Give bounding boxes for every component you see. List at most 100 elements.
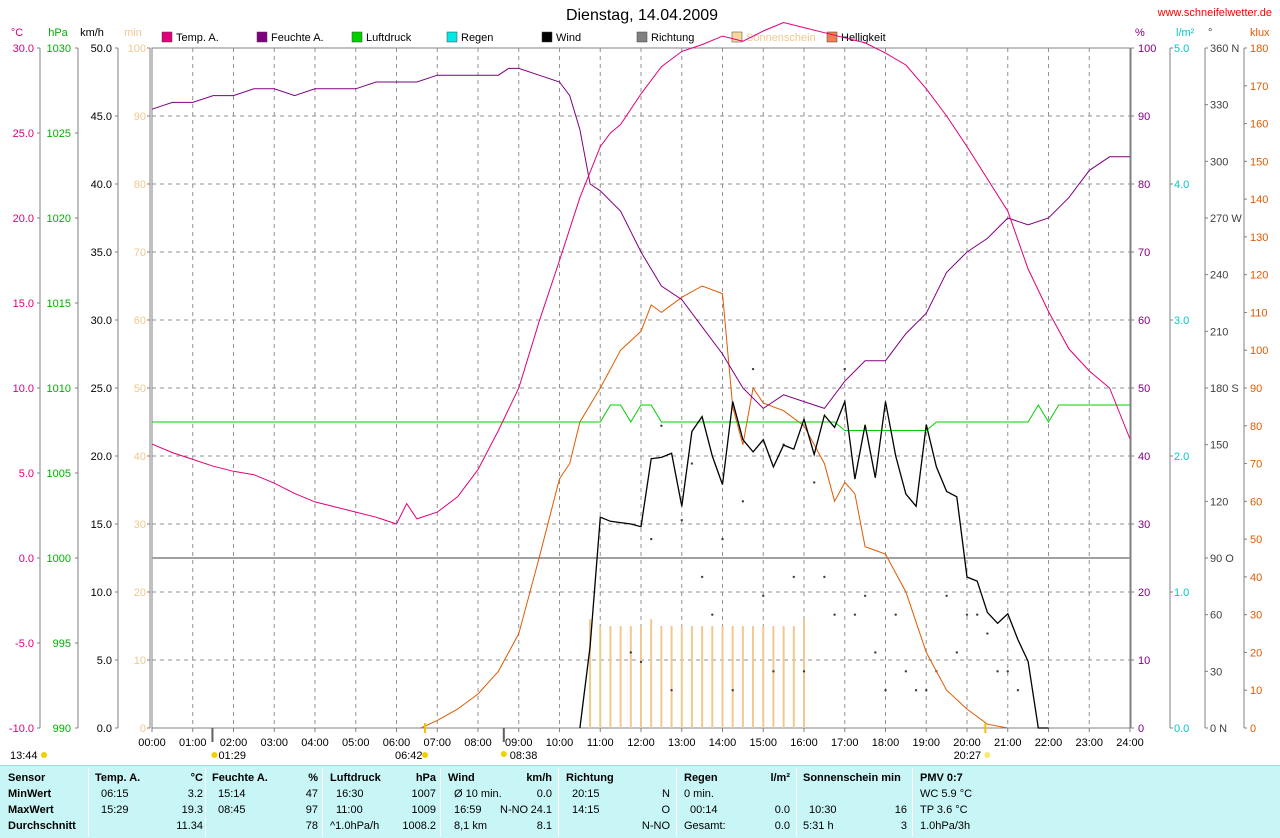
axis-label-brightness: 10: [1250, 685, 1262, 697]
pressure-avg: 1008.2: [402, 820, 436, 832]
rain-total: 0.0: [774, 820, 790, 832]
wind-unit: km/h: [526, 772, 552, 784]
x-tick-label: 20:00: [953, 737, 981, 749]
daylength-icon: [41, 752, 47, 758]
temp-min-val: 3.2: [187, 788, 203, 800]
sunshine-hours: 5:31 h: [803, 820, 834, 832]
temp-avg: 11.34: [176, 820, 203, 832]
pressure-column: Luftdruck hPa 16:30 1007 11:00 1009 ^1.0…: [330, 766, 436, 838]
axis-label-direction: 300: [1210, 156, 1228, 168]
axis-label-sunshine_min: 80: [134, 179, 146, 191]
direction-point: [986, 632, 989, 635]
axis-label-wind: 10.0: [91, 587, 112, 599]
legend-swatch: [826, 31, 838, 43]
direction-column: Richtung 20:15 N 14:15 O N-NO: [566, 766, 670, 838]
wind-header: Wind: [448, 772, 475, 784]
x-tick-label: 21:00: [994, 737, 1022, 749]
humidity-unit: %: [308, 772, 318, 784]
direction-point: [975, 613, 979, 616]
sunshine-max-time: 10:30: [809, 804, 837, 816]
direction-point: [711, 613, 714, 616]
pmv-windchill: WC 5.9 °C: [920, 788, 973, 800]
pmv-column: PMV 0:7 WC 5.9 °C TP 3.6 °C 1.0hPa/3h: [920, 766, 1030, 838]
row-label-avg: Durchschnitt: [8, 820, 76, 832]
direction-point: [802, 670, 806, 673]
axis-label-direction: 330: [1210, 100, 1228, 112]
sunshine-header: Sonnenschein min: [803, 772, 901, 784]
axis-label-temp: 25.0: [13, 128, 34, 140]
humidity-max-time: 08:45: [218, 804, 246, 816]
rain-column: Regen l/m² 0 min. 00:14 0.0 Gesamt: 0.0: [684, 766, 790, 838]
temp-header: Temp. A.: [95, 772, 141, 784]
axis-label-brightness: 160: [1250, 119, 1268, 131]
axis-label-sunshine_min: 0: [140, 723, 146, 735]
legend-swatch: [256, 31, 268, 43]
row-label-max: MaxWert: [8, 804, 54, 816]
pressure-max-time: 11:00: [336, 804, 363, 816]
axis-label-wind: 30.0: [91, 315, 112, 327]
axis-label-pressure: 1000: [47, 553, 71, 565]
axis-label-direction: 270 W: [1210, 213, 1242, 225]
x-tick-label: 03:00: [260, 737, 288, 749]
axis-label-wind: 20.0: [91, 451, 112, 463]
axis-label-direction: 30: [1210, 666, 1222, 678]
x-tick-label: 04:00: [301, 737, 329, 749]
axis-label-direction: 60: [1210, 610, 1222, 622]
daylength-label: 13:44: [10, 750, 38, 762]
direction-point: [700, 575, 704, 579]
axis-label-brightness: 30: [1250, 610, 1262, 622]
axis-unit-humidity: %: [1135, 27, 1145, 39]
axis-label-pressure: 1030: [47, 43, 71, 55]
rain-total-label: Gesamt:: [684, 820, 726, 832]
axis-label-humidity: 10: [1138, 655, 1150, 667]
axis-label-brightness: 100: [1250, 345, 1268, 357]
axis-label-temp: 20.0: [13, 213, 34, 225]
direction-point: [843, 367, 846, 371]
temp-max-val: 19.3: [181, 804, 203, 816]
x-tick-label: 15:00: [749, 737, 777, 749]
axis-label-sunshine_min: 60: [134, 315, 146, 327]
rain-max-val: 0.0: [774, 804, 790, 816]
axis-label-temp: 5.0: [19, 468, 34, 480]
axis-label-sunshine_min: 50: [134, 383, 146, 395]
axis-label-sunshine_min: 40: [134, 451, 146, 463]
legend-label: Temp. A.: [176, 32, 219, 44]
axis-label-humidity: 60: [1138, 315, 1150, 327]
axis-label-temp: 15.0: [13, 298, 34, 310]
direction-point: [884, 689, 887, 692]
x-tick-label: 00:00: [138, 737, 166, 749]
x-tick-label: 08:00: [464, 737, 492, 749]
axis-label-humidity: 50: [1138, 383, 1150, 395]
pressure-trend: ^1.0hPa/h: [330, 820, 380, 832]
x-tick-label: 18:00: [872, 737, 900, 749]
legend-label: Luftdruck: [366, 32, 412, 44]
wind-min-label: Ø 10 min.: [454, 788, 502, 800]
axis-label-humidity: 20: [1138, 587, 1150, 599]
x-tick-label: 07:00: [423, 737, 451, 749]
legend-label: Richtung: [651, 32, 694, 44]
direction-point: [812, 481, 816, 484]
direction-point: [1016, 689, 1020, 692]
direction-header: Richtung: [566, 772, 614, 784]
pressure-max-val: 1009: [411, 804, 436, 816]
website-link[interactable]: www.schneifelwetter.de: [1157, 7, 1272, 19]
axis-label-sunshine_min: 70: [134, 247, 146, 259]
direction-point: [894, 613, 897, 616]
axis-label-brightness: 90: [1250, 383, 1262, 395]
direction-point: [690, 462, 694, 465]
pressure-min-time: 16:30: [336, 788, 364, 800]
direction-point: [741, 500, 745, 503]
legend-label: Feuchte A.: [271, 32, 324, 44]
axis-unit-direction: °: [1208, 27, 1212, 39]
sunshine-column: Sonnenschein min 10:30 16 5:31 h 3: [803, 766, 907, 838]
wind-distance: 8,1 km: [454, 820, 488, 832]
axis-label-brightness: 40: [1250, 572, 1262, 584]
moonset-label: 08:38: [510, 750, 538, 762]
axis-label-wind: 25.0: [91, 383, 112, 395]
wind-min-val: 0.0: [536, 788, 552, 800]
axis-label-direction: 0 N: [1210, 723, 1227, 735]
direction-point: [874, 651, 877, 654]
axis-label-sunshine_min: 100: [128, 43, 146, 55]
sunshine-avg: 3: [900, 820, 907, 832]
axis-label-brightness: 80: [1250, 421, 1262, 433]
